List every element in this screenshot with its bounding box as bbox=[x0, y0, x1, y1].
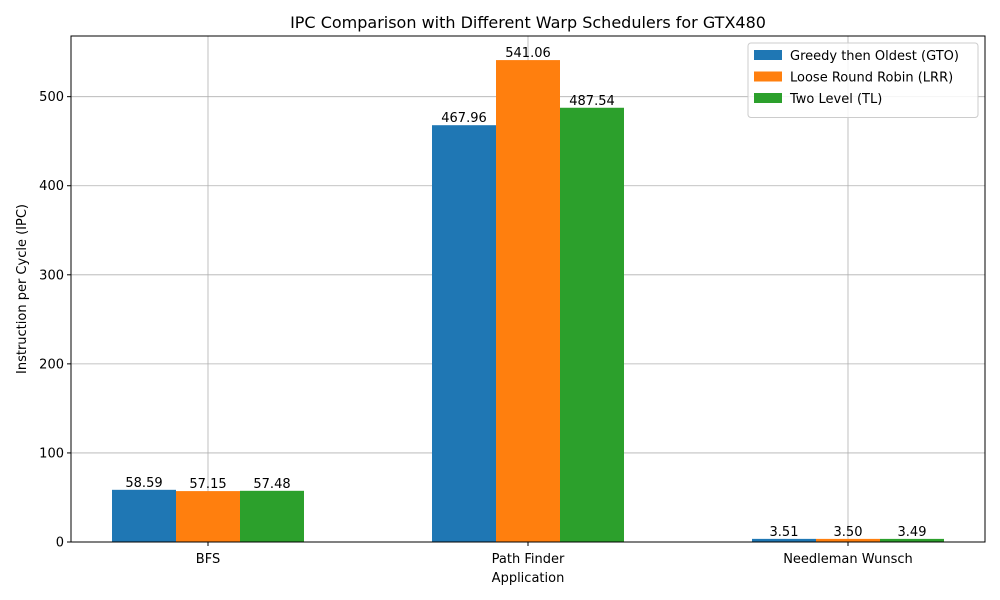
legend: Greedy then Oldest (GTO) Loose Round Robi… bbox=[747, 42, 979, 118]
ticks: 0 100 200 300 400 500 BFS Path Finder Needleman … bbox=[39, 90, 913, 567]
bar bbox=[432, 125, 496, 542]
bar bbox=[816, 538, 880, 542]
legend-swatch bbox=[754, 50, 782, 60]
bar-value-label: 487.54 bbox=[569, 94, 615, 109]
bar-value-label: 467.96 bbox=[441, 111, 487, 126]
y-tick-label: 400 bbox=[39, 179, 64, 194]
legend-entry: Loose Round Robin (LRR) bbox=[790, 71, 953, 86]
x-tick-label: Path Finder bbox=[492, 552, 565, 567]
legend-swatch bbox=[754, 71, 782, 82]
y-axis-label: Instruction per Cycle (IPC) bbox=[15, 204, 30, 374]
bar bbox=[176, 491, 240, 542]
chart-title: IPC Comparison with Different Warp Sched… bbox=[290, 13, 766, 32]
bar bbox=[496, 60, 560, 543]
bar-value-label: 3.49 bbox=[898, 525, 927, 540]
bar-value-label: 541.06 bbox=[505, 46, 551, 61]
x-tick-label: Needleman Wunsch bbox=[783, 552, 913, 567]
bar-value-label: 57.15 bbox=[189, 477, 226, 492]
y-tick-label: 500 bbox=[39, 90, 64, 105]
bar bbox=[880, 538, 944, 542]
bar-value-label: 57.48 bbox=[253, 477, 290, 492]
y-tick-label: 0 bbox=[56, 536, 64, 551]
bar bbox=[560, 107, 624, 543]
legend-entry: Greedy then Oldest (GTO) bbox=[790, 49, 959, 64]
y-tick-label: 300 bbox=[39, 268, 64, 283]
x-tick-label: BFS bbox=[196, 552, 220, 567]
legend-entry: Two Level (TL) bbox=[789, 92, 882, 107]
data-labels: 58.59 467.96 3.51 57.15 541.06 3.50 57.48 487.5… bbox=[125, 46, 926, 540]
bar bbox=[112, 489, 176, 542]
bar-value-label: 58.59 bbox=[125, 476, 162, 491]
y-tick-label: 100 bbox=[39, 446, 64, 461]
bar bbox=[752, 538, 816, 542]
bar-value-label: 3.50 bbox=[834, 525, 863, 540]
bar bbox=[240, 490, 304, 542]
legend-box bbox=[747, 42, 979, 118]
y-tick-label: 200 bbox=[39, 357, 64, 372]
x-axis-label: Application bbox=[492, 571, 565, 586]
legend-swatch bbox=[754, 93, 782, 103]
bar-value-label: 3.51 bbox=[770, 525, 799, 540]
bars bbox=[112, 60, 944, 543]
